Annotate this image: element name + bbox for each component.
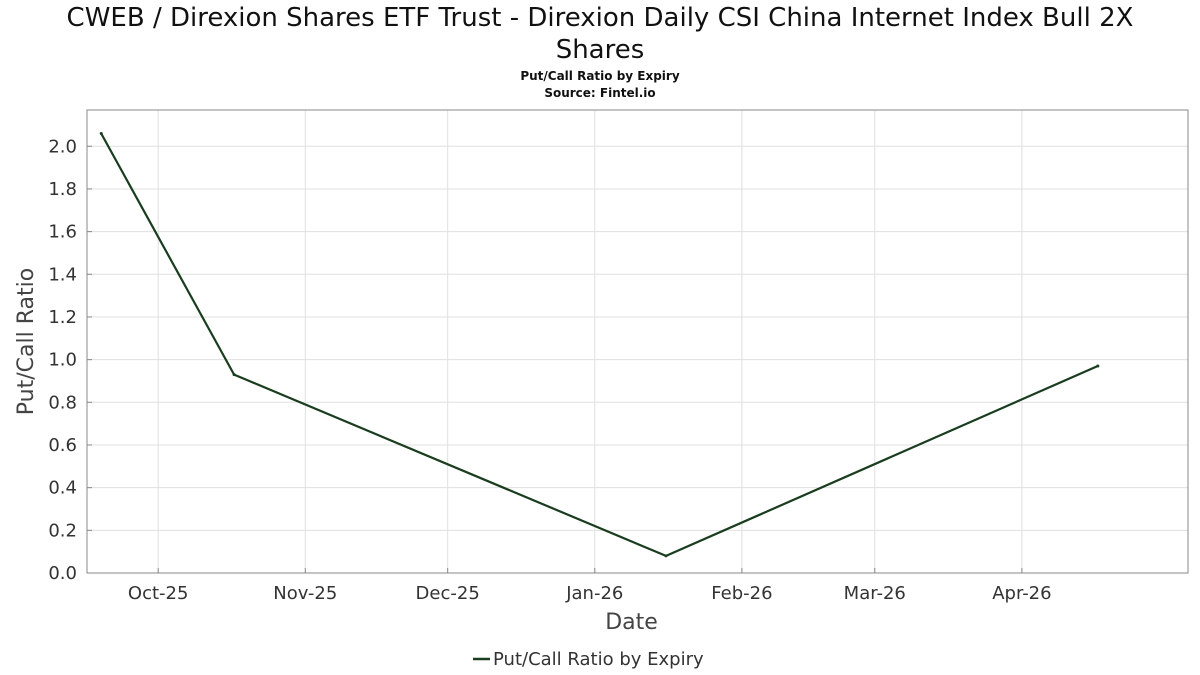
chart-title-line-1: CWEB / Direxion Shares ETF Trust - Direx… (66, 3, 1134, 33)
y-tick-label: 0.8 (48, 392, 77, 413)
chart-subtitle: Put/Call Ratio by Expiry (520, 69, 680, 83)
y-tick-label: 1.4 (48, 264, 77, 285)
x-tick-label: Mar-26 (844, 583, 906, 604)
data-point (99, 131, 103, 135)
chart-source: Source: Fintel.io (544, 86, 656, 100)
series-line (100, 132, 1099, 558)
data-point (1096, 364, 1100, 368)
y-tick-label: 1.6 (48, 222, 77, 243)
x-axis-title: Date (605, 610, 658, 635)
y-tick-label: 0.0 (48, 563, 77, 584)
y-axis-title: Put/Call Ratio (14, 268, 39, 415)
plot-area (86, 109, 1189, 574)
x-tick-label: Nov-25 (273, 583, 337, 604)
y-axis: 0.0 0.2 0.4 0.6 0.8 1.0 1.2 1.4 1.6 1.8 2.0 (48, 136, 92, 584)
x-tick-label: Feb-26 (711, 583, 772, 604)
y-tick-label: 1.0 (48, 350, 77, 371)
x-tick-label: Apr-26 (992, 583, 1051, 604)
y-tick-label: 1.8 (48, 179, 77, 200)
legend: Put/Call Ratio by Expiry (473, 649, 704, 670)
data-point (232, 373, 236, 377)
series-layer (99, 131, 1100, 558)
x-tick-label: Dec-25 (416, 583, 480, 604)
chart-title-line-2: Shares (555, 35, 645, 65)
x-tick-label: Oct-25 (128, 583, 189, 604)
x-tick-label: Jan-26 (565, 583, 623, 604)
data-point (664, 554, 668, 558)
chart-title: CWEB / Direxion Shares ETF Trust - Direx… (0, 2, 1200, 66)
y-tick-label: 1.2 (48, 307, 77, 328)
y-tick-label: 2.0 (48, 136, 77, 157)
y-tick-label: 0.4 (48, 478, 77, 499)
grid (87, 110, 1188, 574)
y-tick-label: 0.2 (48, 520, 77, 541)
legend-label: Put/Call Ratio by Expiry (493, 649, 704, 670)
x-axis: Oct-25 Nov-25 Dec-25 Jan-26 Feb-26 Mar-26 Apr-… (128, 568, 1052, 604)
y-tick-label: 0.6 (48, 435, 77, 456)
